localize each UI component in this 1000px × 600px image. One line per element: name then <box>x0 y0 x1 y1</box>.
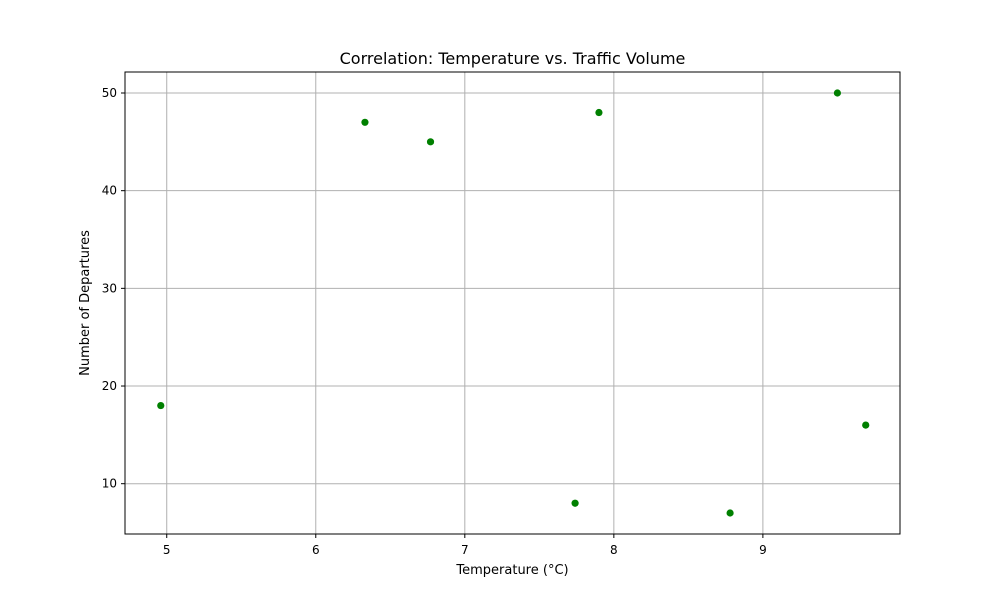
y-tick-label: 10 <box>102 477 117 491</box>
x-tick-label: 8 <box>610 543 618 557</box>
grid-layer <box>125 72 900 534</box>
tick-layer: 5 6 7 8 9 10 20 30 40 50 <box>102 86 767 557</box>
y-axis-label: Number of Departures <box>78 230 93 376</box>
y-tick-label: 40 <box>102 184 117 198</box>
scatter-point <box>595 108 603 117</box>
scatter-point <box>571 499 579 507</box>
point-layer <box>157 89 870 517</box>
scatter-point <box>361 118 369 126</box>
x-tick-label: 6 <box>312 543 320 557</box>
y-tick-label: 30 <box>102 281 117 295</box>
x-tick-label: 7 <box>461 543 469 557</box>
y-tick-label: 50 <box>102 86 117 100</box>
scatter-point <box>862 421 870 429</box>
plot-frame <box>124 71 901 535</box>
x-tick-label: 5 <box>163 543 171 557</box>
chart-title: Correlation: Temperature vs. Traffic Vol… <box>340 49 686 68</box>
y-tick-label: 20 <box>102 379 117 393</box>
scatter-point <box>833 89 842 97</box>
scatter-point <box>157 401 165 410</box>
x-axis-label: Temperature (°C) <box>455 563 568 578</box>
x-tick-label: 9 <box>759 543 767 557</box>
scatter-point <box>726 509 734 517</box>
scatter-point <box>426 138 435 146</box>
